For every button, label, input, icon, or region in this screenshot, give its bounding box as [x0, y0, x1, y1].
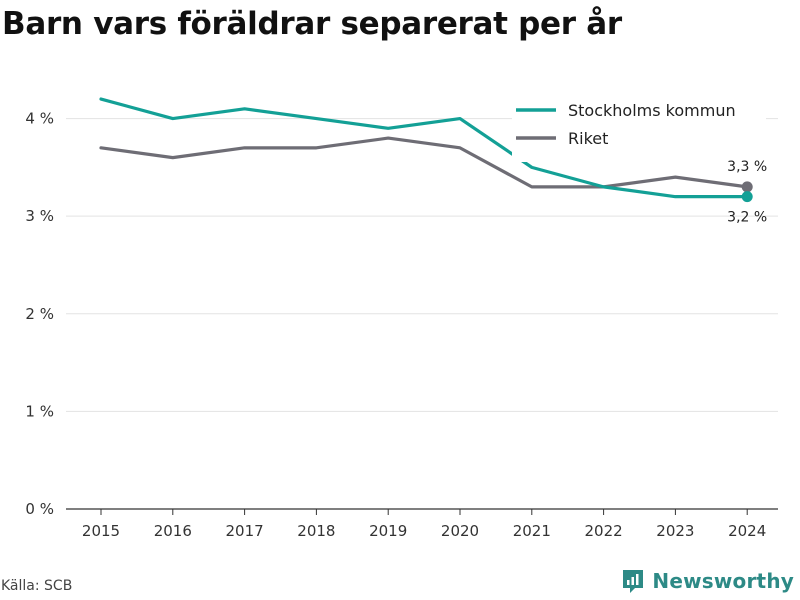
x-tick-label: 2015	[82, 522, 120, 540]
x-tick-label: 2016	[154, 522, 192, 540]
x-tick-label: 2021	[513, 522, 551, 540]
x-tick-label: 2018	[297, 522, 335, 540]
brand-logo: Newsworthy	[620, 568, 794, 594]
end-value-label-stockholms-kommun: 3,2 %	[727, 210, 767, 226]
series-end-point-riket	[741, 181, 753, 193]
end-value-label-riket: 3,3 %	[727, 159, 767, 175]
x-tick-label: 2023	[656, 522, 694, 540]
x-tick-label: 2020	[441, 522, 479, 540]
legend-label: Riket	[568, 129, 608, 148]
legend-label: Stockholms kommun	[568, 101, 736, 120]
x-tick-label: 2022	[585, 522, 623, 540]
x-tick-label: 2024	[728, 522, 766, 540]
brand-name: Newsworthy	[652, 569, 794, 593]
series-end-point-stockholms-kommun	[741, 191, 753, 203]
y-tick-label: 3 %	[25, 207, 54, 225]
series-line-riket	[99, 136, 749, 189]
y-tick-label: 1 %	[25, 402, 54, 420]
chart-title: Barn vars föräldrar separerat per år	[2, 6, 622, 42]
series-line-stockholms-kommun	[99, 97, 749, 199]
x-tick-label: 2019	[369, 522, 407, 540]
newsworthy-logo-icon	[623, 570, 644, 593]
y-tick-label: 2 %	[25, 305, 54, 323]
y-tick-label: 4 %	[25, 110, 54, 128]
y-tick-label: 0 %	[25, 500, 54, 518]
source-note: Källa: SCB	[1, 578, 73, 594]
x-tick-label: 2017	[226, 522, 264, 540]
legend-background	[512, 92, 766, 162]
